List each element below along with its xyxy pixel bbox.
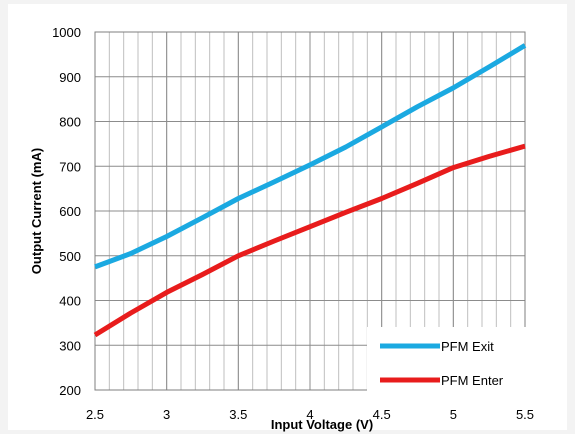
legend-label-pfm-enter: PFM Enter (441, 373, 504, 388)
y-tick-label: 200 (59, 383, 81, 398)
y-tick-label: 500 (59, 249, 81, 264)
x-tick-label: 4 (306, 407, 313, 422)
x-tick-label: 5 (450, 407, 457, 422)
x-tick-label: 5.5 (516, 407, 534, 422)
plot-area-border (94, 31, 526, 391)
x-tick-label: 4.5 (373, 407, 391, 422)
y-tick-label: 1000 (52, 25, 81, 40)
y-tick-label: 600 (59, 204, 81, 219)
y-tick-label: 900 (59, 70, 81, 85)
x-tick-label: 3 (163, 407, 170, 422)
legend: PFM Exit PFM Enter (367, 327, 530, 393)
x-axis-tick-labels: 2.5 3 3.5 4 4.5 5 5.5 (86, 407, 534, 422)
series-lines (93, 43, 527, 338)
y-axis-tick-labels: 200 300 400 500 600 700 800 900 1000 (52, 25, 81, 398)
series-line-pfm-enter (93, 143, 526, 338)
legend-label-pfm-exit: PFM Exit (441, 339, 494, 354)
series-line-pfm-exit (94, 43, 527, 270)
y-tick-label: 400 (59, 294, 81, 309)
x-tick-label: 3.5 (229, 407, 247, 422)
y-tick-label: 300 (59, 338, 81, 353)
x-tick-label: 2.5 (86, 407, 104, 422)
y-tick-label: 800 (59, 115, 81, 130)
x-axis-title: Input Voltage (V) (271, 417, 373, 432)
y-axis-title: Output Current (mA) (29, 148, 44, 274)
y-tick-label: 700 (59, 159, 81, 174)
